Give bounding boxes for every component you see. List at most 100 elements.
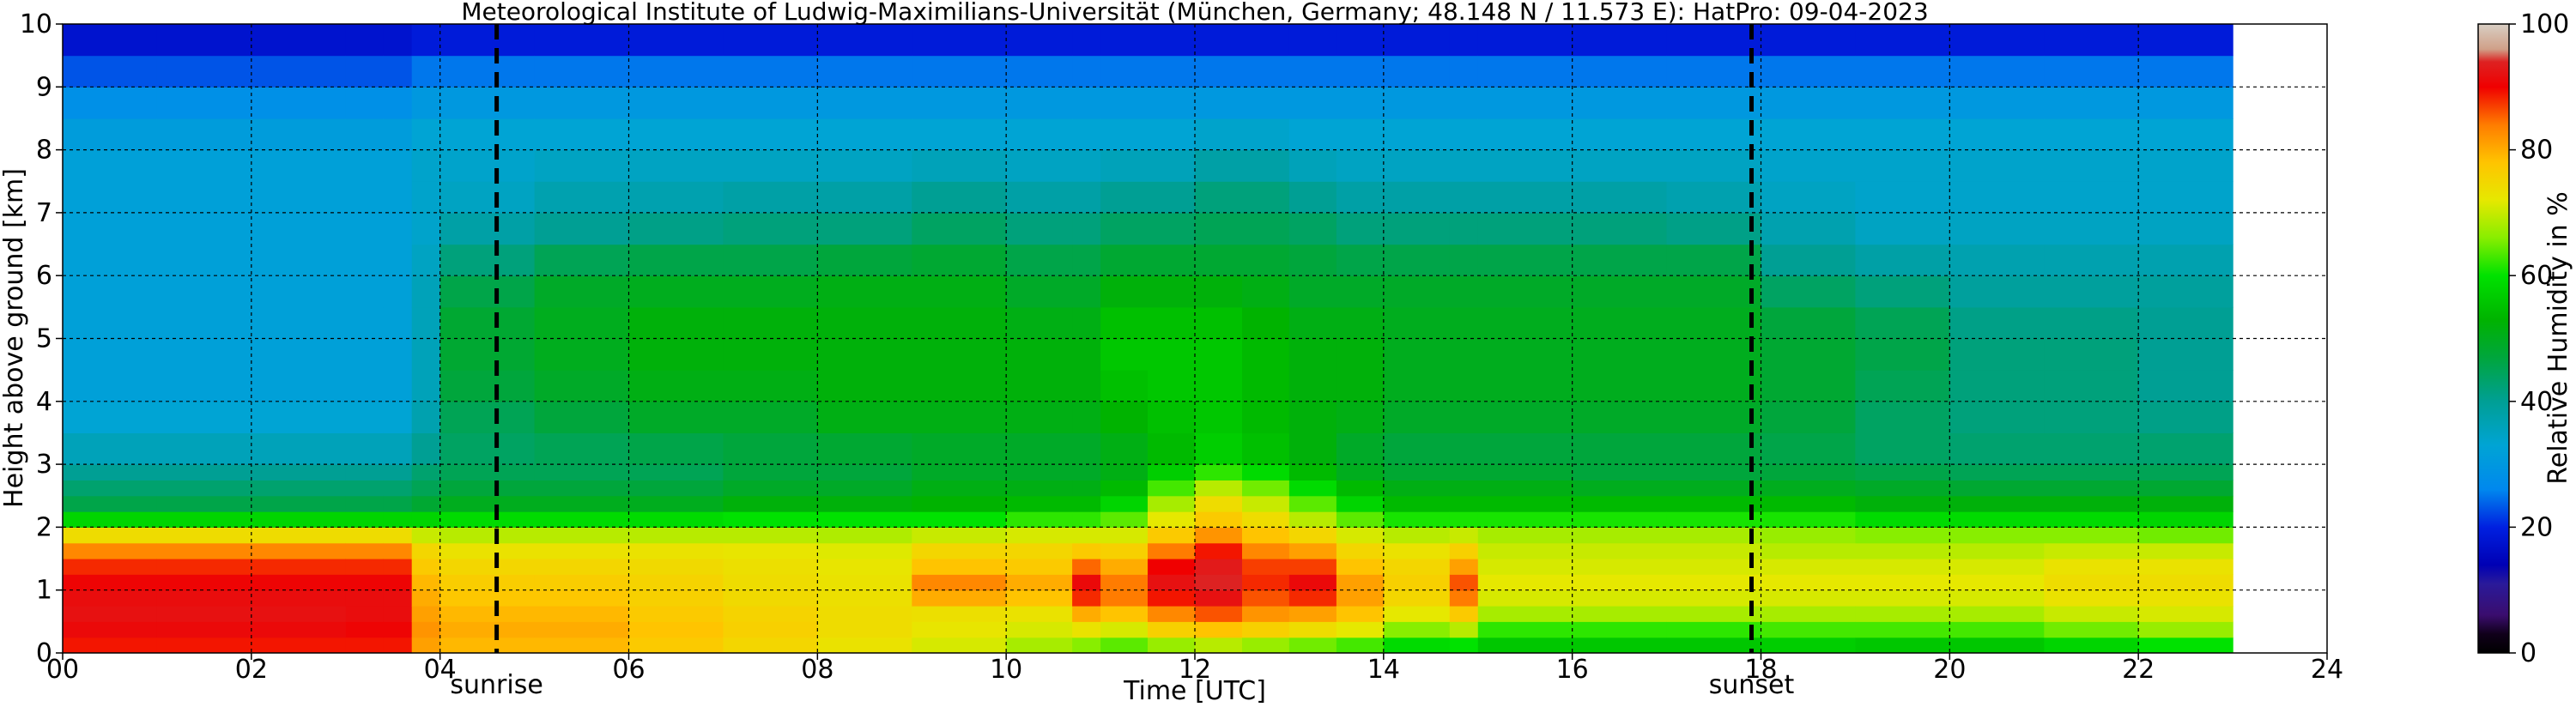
heatmap-cell	[345, 621, 385, 638]
heatmap-cell	[1148, 480, 1196, 497]
heatmap-cell	[1242, 621, 1290, 638]
heatmap-cell	[1242, 181, 1290, 214]
heatmap-cell	[1100, 181, 1149, 214]
heatmap-cell	[1100, 244, 1149, 276]
heatmap-cell	[912, 275, 1007, 308]
heatmap-cell	[628, 527, 724, 544]
heatmap-cell	[1477, 118, 1573, 151]
heatmap-cell	[1100, 574, 1149, 591]
heatmap-cell	[1336, 275, 1385, 308]
heatmap-cell	[383, 559, 413, 575]
heatmap-cell	[251, 244, 347, 276]
heatmap-cell	[1006, 637, 1073, 653]
heatmap-cell	[817, 527, 912, 544]
heatmap-cell	[383, 118, 413, 151]
heatmap-cell	[1666, 589, 1762, 607]
heatmap-cell	[63, 306, 158, 340]
heatmap-cell	[439, 527, 536, 544]
colorbar	[2477, 23, 2510, 654]
heatmap-cell	[1666, 621, 1762, 638]
heatmap-cell	[63, 480, 158, 497]
heatmap-cell	[411, 149, 441, 182]
heatmap-cell	[1148, 55, 1196, 88]
heatmap-cell	[1072, 370, 1101, 402]
heatmap-cell	[1072, 244, 1101, 276]
heatmap-cell	[912, 542, 1007, 559]
heatmap-cell	[1761, 306, 1856, 340]
heatmap-cell	[1288, 637, 1337, 653]
heatmap-cell	[912, 559, 1007, 575]
heatmap-cell	[1761, 149, 1856, 182]
heatmap-cell	[2138, 495, 2234, 512]
heatmap-cell	[1195, 87, 1243, 119]
heatmap-cell	[817, 432, 912, 465]
heatmap-cell	[817, 559, 912, 575]
heatmap-cell	[2138, 275, 2234, 308]
heatmap-cell	[2138, 542, 2234, 559]
heatmap-cell	[1148, 495, 1196, 512]
heatmap-cell	[723, 275, 818, 308]
heatmap-cell	[251, 606, 347, 622]
heatmap-cell	[1100, 542, 1149, 559]
heatmap-cell	[411, 338, 441, 371]
heatmap-cell	[439, 55, 536, 88]
heatmap-cell	[723, 464, 818, 480]
y-axis-label: Height above ground [km]	[0, 168, 29, 508]
heatmap-cell	[1761, 432, 1856, 465]
heatmap-cell	[1949, 306, 2045, 340]
heatmap-cell	[912, 464, 1007, 480]
colorbar-tick-label: 20	[2520, 512, 2553, 542]
heatmap-cell	[156, 275, 252, 308]
heatmap-cell	[156, 401, 252, 433]
heatmap-cell	[2044, 149, 2139, 182]
x-tick-label: 12	[1179, 655, 1211, 685]
heatmap-cell	[411, 511, 441, 528]
heatmap-cell	[1195, 637, 1243, 653]
heatmap-cell	[1242, 464, 1290, 480]
heatmap-cell	[345, 55, 385, 88]
heatmap-cell	[1477, 87, 1573, 119]
heatmap-cell	[63, 275, 158, 308]
heatmap-cell	[1006, 480, 1073, 497]
heatmap-cell	[1666, 511, 1762, 528]
heatmap-cell	[1100, 338, 1149, 371]
heatmap-cell	[1449, 338, 1479, 371]
heatmap-cell	[345, 574, 385, 591]
heatmap-cell	[439, 621, 536, 638]
heatmap-cell	[1572, 149, 1668, 182]
heatmap-cell	[383, 370, 413, 402]
heatmap-cell	[1761, 212, 1856, 245]
heatmap-cell	[411, 55, 441, 88]
heatmap-cell	[723, 338, 818, 371]
heatmap-cell	[817, 401, 912, 433]
heatmap-cell	[156, 212, 252, 245]
heatmap-cell	[912, 637, 1007, 653]
heatmap-cell	[1336, 432, 1385, 465]
heatmap-cell	[628, 24, 724, 57]
heatmap-cell	[2044, 118, 2139, 151]
heatmap-cell	[723, 149, 818, 182]
heatmap-cell	[1449, 559, 1479, 575]
heatmap-cell	[1148, 606, 1196, 622]
heatmap-cell	[1072, 542, 1101, 559]
heatmap-cell	[1195, 480, 1243, 497]
heatmap-cell	[345, 306, 385, 340]
heatmap-cell	[1288, 212, 1337, 245]
heatmap-cell	[411, 370, 441, 402]
heatmap-cell	[1288, 181, 1337, 214]
heatmap-cell	[439, 606, 536, 622]
heatmap-cell	[383, 495, 413, 512]
heatmap-cell	[63, 606, 158, 622]
heatmap-cell	[2044, 306, 2139, 340]
heatmap-cell	[1336, 559, 1385, 575]
heatmap-cell	[1288, 559, 1337, 575]
heatmap-cell	[534, 621, 630, 638]
heatmap-cell	[723, 574, 818, 591]
colorbar-label: Relative Humidity in %	[2543, 191, 2573, 484]
heatmap-cell	[1072, 306, 1101, 340]
heatmap-cell	[534, 87, 630, 119]
heatmap-cell	[1148, 24, 1196, 57]
heatmap-cell	[439, 24, 536, 57]
heatmap-cell	[1855, 432, 1950, 465]
heatmap-cell	[1761, 55, 1856, 88]
